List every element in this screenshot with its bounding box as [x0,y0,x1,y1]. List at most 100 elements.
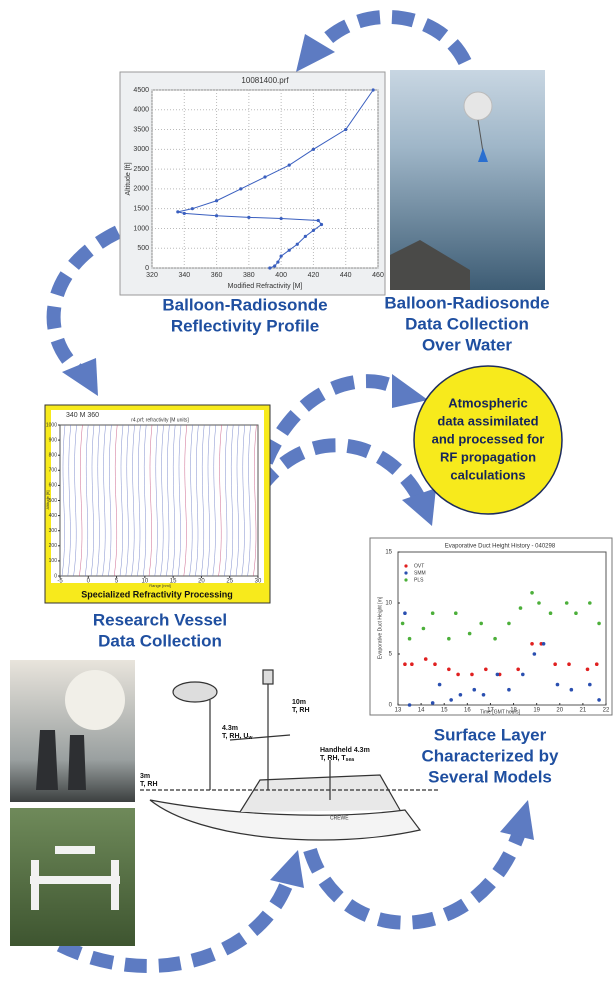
data-point [410,662,414,666]
y-tick-label: 400 [49,513,58,519]
boat-rail [390,240,470,290]
data-point [597,621,601,626]
data-point [493,636,497,641]
profile-point [371,88,375,92]
float-frame [30,846,120,910]
x-tick-label: -5 [57,579,63,585]
sensor-vars: T, RH [140,781,158,788]
data-point [437,682,442,687]
y-axis-label: Altitude [ft] [125,162,132,195]
profile-curve [96,424,100,577]
x-tick-label: 400 [275,272,287,279]
y-tick-label: 1000 [46,422,57,428]
caption: Over Water [422,335,512,354]
legend-label: OVT [414,563,424,569]
data-point [400,621,405,626]
profile-point [287,163,291,167]
sensor-vars: T, RH, Tsea [320,755,354,763]
hull-name: CREWE [330,815,349,821]
data-point [481,693,486,697]
profile-curve [206,424,211,577]
profile-curve [119,424,124,577]
profile-point [344,127,348,132]
profile-curve [143,424,147,577]
bubble-line: RF propagation [440,449,536,464]
legend-swatch [404,578,408,582]
y-tick-label: 500 [137,245,149,252]
data-point [537,601,541,605]
bubble [413,365,563,515]
balloon [463,91,493,121]
sensor-vars-main: T, RH [140,781,158,788]
x-tick-label: 20 [556,708,563,714]
data-point [449,698,453,702]
profile-curve [131,424,135,577]
data-point [530,642,534,646]
legend-label: PLS [414,577,424,583]
profile-curve [218,424,222,577]
legend-swatch [404,571,408,575]
bubble-line: calculations [450,467,525,482]
panel-header: 340 M 360 [66,412,99,419]
profile-curve [241,424,245,577]
profile-curve [67,424,71,577]
y-tick-label: 200 [49,543,58,549]
x-tick-label: 15 [441,708,448,714]
caption: Data Collection [98,631,222,650]
caption: Surface Layer [434,725,547,744]
y-tick-label: 4500 [133,87,149,94]
profile-point [268,266,272,270]
captions: Balloon-Radiosonde Reflectivity Profile Ba… [93,293,559,786]
x-tick-label: 320 [146,272,158,279]
data-point [564,601,569,605]
sensor-vars: T, RH [292,707,310,714]
sensor-vars-sub: w [247,735,252,741]
profile-point [287,248,291,252]
data-point [430,701,435,705]
caption: Balloon-Radiosonde [384,293,549,312]
x-tick-label: 30 [255,579,262,585]
profile-curve [212,424,216,577]
data-point [521,672,525,677]
y-tick-label: 500 [49,498,58,504]
x-tick-label: 0 [87,579,91,585]
data-point [470,672,474,677]
data-point [532,652,537,656]
profile-curve [114,424,118,577]
data-point [407,703,412,707]
profile-point [303,234,307,238]
x-axis-label: Modified Refractivity [M] [228,283,303,290]
caption: Reflectivity Profile [171,316,319,335]
data-point [548,611,553,615]
y-axis-label: Evaporative Duct Height [m] [377,596,383,659]
y-tick-label: 0 [54,573,57,579]
profile-point [182,211,186,216]
flow-arrows [46,10,534,973]
bubble-text: Atmospheric data assimilated and processed… [432,395,545,482]
profile-point [319,222,324,227]
chart-title: r4.prf; refractivity [M units] [131,417,189,423]
caption: Balloon-Radiosonde [162,295,327,314]
data-point [553,662,557,666]
profile-curve [189,424,193,577]
profile-curve [154,424,158,577]
radiosonde [478,148,488,162]
profile-curve [230,424,234,577]
profile-point [295,242,299,246]
profile-curve [253,424,257,577]
data-point [495,672,500,677]
data-point [484,667,488,672]
sensor-vars-main: T, RH [292,707,310,714]
profile-curve [235,424,240,577]
legend-label: SMM [414,570,426,576]
data-point [433,662,437,666]
bubble-line: Atmospheric [448,395,527,410]
bubble-line: and processed for [432,431,545,446]
x-tick-label: 440 [340,272,352,279]
data-point [430,611,435,615]
x-tick-label: 17 [487,708,494,714]
bubble-line: data assimilated [437,413,538,428]
data-point [569,687,574,692]
x-tick-label: 21 [580,708,587,714]
